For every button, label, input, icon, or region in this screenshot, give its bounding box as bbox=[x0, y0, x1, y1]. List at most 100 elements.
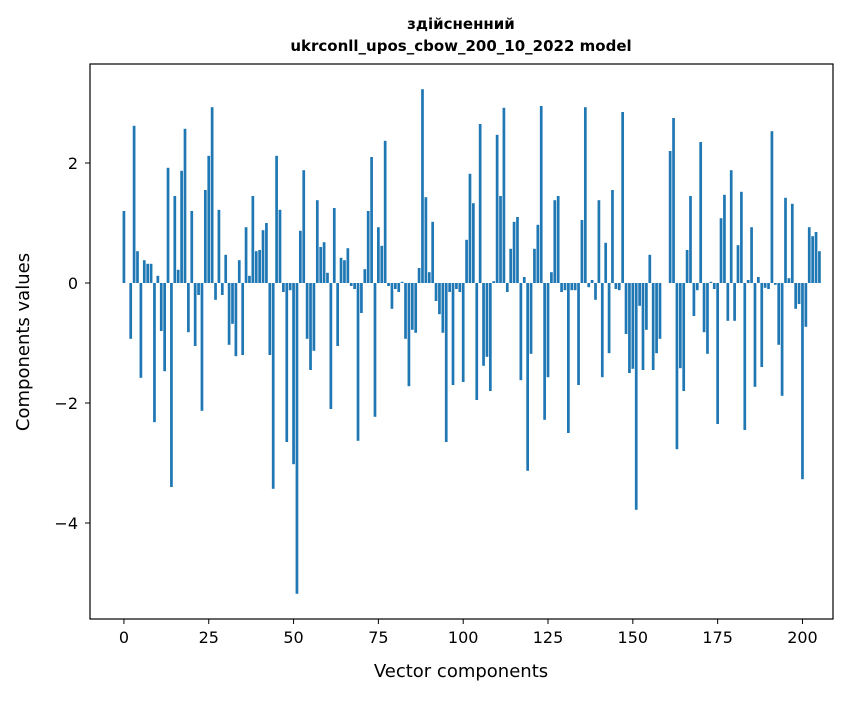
bar-202 bbox=[808, 227, 811, 283]
bar-25 bbox=[207, 156, 210, 283]
bar-143 bbox=[608, 283, 611, 353]
bar-87 bbox=[418, 268, 421, 283]
bar-204 bbox=[815, 232, 818, 283]
bar-6 bbox=[143, 260, 146, 283]
bar-163 bbox=[676, 283, 679, 449]
bar-74 bbox=[374, 283, 377, 417]
bar-95 bbox=[445, 283, 448, 442]
bar-112 bbox=[503, 108, 506, 283]
chart-title-line1: здійсненний bbox=[407, 15, 515, 33]
bar-190 bbox=[767, 283, 770, 289]
bar-83 bbox=[404, 283, 407, 339]
bar-43 bbox=[268, 283, 271, 355]
bar-170 bbox=[699, 142, 702, 283]
bar-147 bbox=[621, 112, 624, 283]
x-tick-label-6: 150 bbox=[618, 628, 649, 647]
x-tick-label-1: 25 bbox=[199, 628, 219, 647]
bar-173 bbox=[710, 282, 713, 283]
bar-94 bbox=[441, 283, 444, 333]
bar-93 bbox=[438, 283, 441, 314]
bar-198 bbox=[794, 283, 797, 309]
bar-63 bbox=[336, 283, 339, 346]
bar-85 bbox=[411, 283, 414, 330]
bar-133 bbox=[574, 283, 577, 290]
bar-196 bbox=[788, 278, 791, 283]
bar-52 bbox=[299, 231, 302, 283]
bar-56 bbox=[313, 283, 316, 351]
bar-180 bbox=[733, 283, 736, 321]
bar-68 bbox=[353, 283, 356, 289]
bar-40 bbox=[258, 250, 261, 283]
bar-106 bbox=[482, 283, 485, 366]
bar-181 bbox=[737, 245, 740, 283]
bar-128 bbox=[557, 196, 560, 283]
x-axis-label: Vector components bbox=[374, 661, 548, 682]
bar-8 bbox=[150, 264, 153, 283]
bar-151 bbox=[635, 283, 638, 510]
bar-172 bbox=[706, 283, 709, 354]
bar-23 bbox=[201, 283, 204, 411]
bar-167 bbox=[689, 196, 692, 283]
bar-156 bbox=[652, 283, 655, 370]
bar-12 bbox=[163, 283, 166, 371]
bar-84 bbox=[408, 283, 411, 386]
bar-189 bbox=[764, 283, 767, 288]
bar-3 bbox=[133, 126, 136, 283]
y-axis-ticks: −4−202 bbox=[54, 154, 90, 533]
bar-113 bbox=[506, 283, 509, 292]
bar-117 bbox=[520, 283, 523, 380]
bar-135 bbox=[581, 220, 584, 283]
bar-171 bbox=[703, 283, 706, 332]
bar-127 bbox=[553, 200, 556, 283]
bar-134 bbox=[577, 283, 580, 385]
bar-188 bbox=[760, 283, 763, 367]
bar-32 bbox=[231, 283, 234, 324]
bar-47 bbox=[282, 283, 285, 292]
bar-162 bbox=[672, 118, 675, 283]
bar-96 bbox=[448, 283, 451, 292]
bar-49 bbox=[289, 283, 292, 290]
bar-67 bbox=[350, 283, 353, 286]
bar-195 bbox=[784, 198, 787, 283]
bar-72 bbox=[367, 211, 370, 283]
bar-89 bbox=[425, 197, 428, 283]
bar-149 bbox=[628, 283, 631, 373]
chart-title-line2: ukrconll_upos_cbow_200_10_2022 model bbox=[290, 37, 631, 55]
y-tick-label-3: 2 bbox=[68, 154, 78, 173]
bar-164 bbox=[679, 283, 682, 368]
bar-123 bbox=[540, 106, 543, 283]
bar-38 bbox=[251, 196, 254, 283]
bar-41 bbox=[262, 230, 265, 283]
bar-42 bbox=[265, 223, 268, 283]
bar-140 bbox=[598, 200, 601, 283]
bar-168 bbox=[693, 283, 696, 316]
y-tick-label-1: −2 bbox=[54, 394, 78, 413]
bar-28 bbox=[218, 210, 221, 283]
bar-141 bbox=[601, 283, 604, 377]
bar-146 bbox=[618, 283, 621, 290]
bar-132 bbox=[570, 283, 573, 290]
bar-103 bbox=[472, 203, 475, 283]
bar-59 bbox=[323, 242, 326, 283]
bar-79 bbox=[391, 283, 394, 309]
bar-109 bbox=[492, 281, 495, 283]
bar-166 bbox=[686, 250, 689, 283]
x-tick-label-0: 0 bbox=[119, 628, 129, 647]
bar-29 bbox=[221, 283, 224, 295]
bar-125 bbox=[547, 283, 550, 377]
bar-81 bbox=[397, 283, 400, 292]
bar-73 bbox=[370, 157, 373, 283]
bar-148 bbox=[625, 283, 628, 334]
bar-7 bbox=[146, 264, 149, 283]
y-tick-label-2: 0 bbox=[68, 274, 78, 293]
bar-153 bbox=[642, 283, 645, 370]
bar-184 bbox=[747, 280, 750, 283]
bar-57 bbox=[316, 200, 319, 283]
bar-178 bbox=[726, 283, 729, 321]
bar-48 bbox=[285, 283, 288, 442]
bar-19 bbox=[187, 283, 190, 332]
bar-22 bbox=[197, 283, 200, 295]
bar-187 bbox=[757, 277, 760, 283]
bar-107 bbox=[486, 283, 489, 357]
bar-80 bbox=[394, 283, 397, 289]
